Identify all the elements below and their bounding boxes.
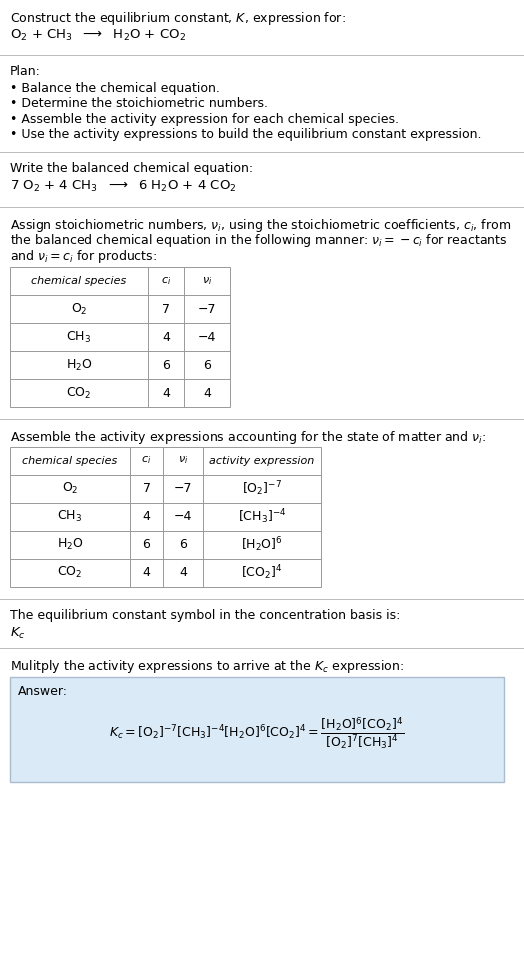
Text: $\nu_i$: $\nu_i$ (202, 275, 212, 287)
Text: • Determine the stoichiometric numbers.: • Determine the stoichiometric numbers. (10, 97, 268, 110)
Text: [O$_2$]$^{-7}$: [O$_2$]$^{-7}$ (242, 480, 282, 498)
Text: • Balance the chemical equation.: • Balance the chemical equation. (10, 82, 220, 94)
Text: $c_i$: $c_i$ (141, 455, 151, 466)
Bar (10, 267, 230, 407)
Text: Mulitply the activity expressions to arrive at the $K_c$ expression:: Mulitply the activity expressions to arr… (10, 658, 405, 674)
Text: $K_c$: $K_c$ (10, 626, 26, 641)
Text: 6: 6 (162, 358, 170, 372)
Text: −4: −4 (174, 510, 192, 523)
Text: activity expression: activity expression (210, 455, 314, 465)
Text: The equilibrium constant symbol in the concentration basis is:: The equilibrium constant symbol in the c… (10, 609, 400, 621)
Text: $\nu_i$: $\nu_i$ (178, 455, 188, 466)
Text: • Use the activity expressions to build the equilibrium constant expression.: • Use the activity expressions to build … (10, 128, 482, 141)
Text: −4: −4 (198, 330, 216, 344)
Text: 4: 4 (179, 566, 187, 579)
Text: −7: −7 (198, 302, 216, 316)
Text: chemical species: chemical species (23, 455, 117, 465)
Text: CH$_3$: CH$_3$ (67, 329, 92, 345)
Text: 7: 7 (162, 302, 170, 316)
Text: −7: −7 (174, 482, 192, 495)
Text: 7: 7 (143, 482, 150, 495)
Text: 4: 4 (203, 386, 211, 400)
Text: 4: 4 (162, 386, 170, 400)
Text: Plan:: Plan: (10, 65, 41, 78)
Text: 4: 4 (143, 510, 150, 523)
Text: H$_2$O: H$_2$O (66, 357, 92, 373)
Text: 4: 4 (143, 566, 150, 579)
Text: O$_2$ + CH$_3$  $\longrightarrow$  H$_2$O + CO$_2$: O$_2$ + CH$_3$ $\longrightarrow$ H$_2$O … (10, 28, 186, 42)
Text: 7 O$_2$ + 4 CH$_3$  $\longrightarrow$  6 H$_2$O + 4 CO$_2$: 7 O$_2$ + 4 CH$_3$ $\longrightarrow$ 6 H… (10, 179, 236, 195)
FancyBboxPatch shape (10, 677, 504, 782)
Text: Assign stoichiometric numbers, $\nu_i$, using the stoichiometric coefficients, $: Assign stoichiometric numbers, $\nu_i$, … (10, 217, 511, 233)
Text: CO$_2$: CO$_2$ (67, 385, 92, 401)
Text: Answer:: Answer: (18, 685, 68, 698)
Text: 6: 6 (179, 538, 187, 551)
Text: 4: 4 (162, 330, 170, 344)
Text: and $\nu_i = c_i$ for products:: and $\nu_i = c_i$ for products: (10, 247, 157, 265)
Text: [H$_2$O]$^6$: [H$_2$O]$^6$ (241, 535, 283, 554)
Text: CO$_2$: CO$_2$ (57, 565, 83, 580)
Text: Assemble the activity expressions accounting for the state of matter and $\nu_i$: Assemble the activity expressions accoun… (10, 429, 486, 446)
Text: $K_c = [\mathrm{O_2}]^{-7}[\mathrm{CH_3}]^{-4}[\mathrm{H_2O}]^6[\mathrm{CO_2}]^4: $K_c = [\mathrm{O_2}]^{-7}[\mathrm{CH_3}… (110, 716, 405, 751)
Text: [CH$_3$]$^{-4}$: [CH$_3$]$^{-4}$ (238, 508, 286, 526)
Text: 6: 6 (143, 538, 150, 551)
Text: the balanced chemical equation in the following manner: $\nu_i = -c_i$ for react: the balanced chemical equation in the fo… (10, 232, 507, 249)
Text: 6: 6 (203, 358, 211, 372)
Text: O$_2$: O$_2$ (71, 301, 88, 317)
Text: O$_2$: O$_2$ (62, 481, 78, 496)
Text: H$_2$O: H$_2$O (57, 537, 83, 552)
Text: chemical species: chemical species (31, 276, 127, 286)
Text: [CO$_2$]$^4$: [CO$_2$]$^4$ (241, 563, 283, 582)
Text: $c_i$: $c_i$ (161, 275, 171, 287)
Text: Write the balanced chemical equation:: Write the balanced chemical equation: (10, 162, 253, 174)
Bar (10, 447, 321, 586)
Text: CH$_3$: CH$_3$ (58, 509, 83, 524)
Text: • Assemble the activity expression for each chemical species.: • Assemble the activity expression for e… (10, 113, 399, 125)
Text: Construct the equilibrium constant, $K$, expression for:: Construct the equilibrium constant, $K$,… (10, 10, 346, 27)
